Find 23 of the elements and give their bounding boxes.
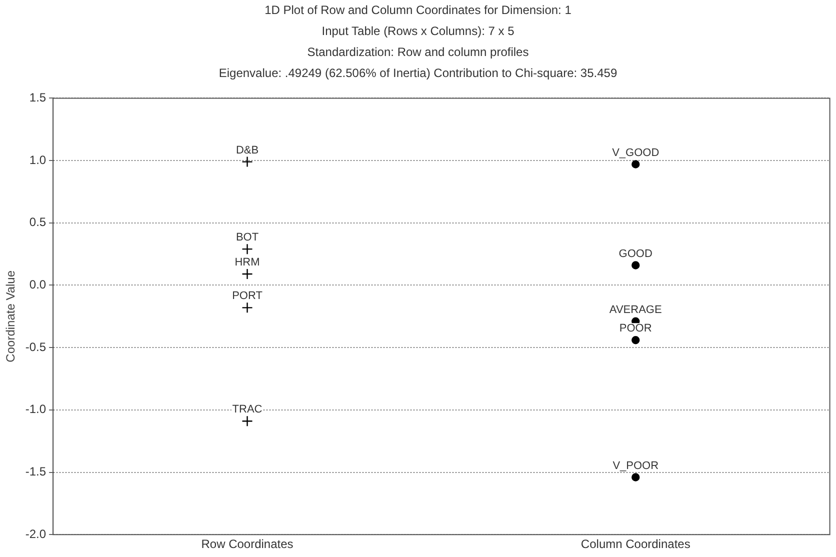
annotation: PORT [232, 290, 263, 302]
annotation: TRAC [232, 404, 262, 416]
y-tick-label: -2.0 [25, 526, 46, 541]
y-tick-label: 0.0 [29, 278, 46, 292]
annotation: V_GOOD [612, 146, 660, 159]
annotation: V_POOR [612, 460, 659, 472]
y-tick-label: -1.0 [25, 402, 46, 416]
annotation: BOT [236, 232, 259, 244]
y-tick-label: -0.5 [25, 340, 46, 354]
y-axis-title: Coordinate Value [4, 270, 18, 362]
annotation: AVERAGE [609, 304, 662, 316]
annotation: HRM [234, 256, 260, 269]
y-tick-label: 1.0 [29, 152, 46, 167]
y-tick-label: 0.5 [29, 215, 46, 230]
x-tick-label: Row Coordinates [201, 537, 294, 552]
chart-subtitle: Input Table (Rows x Columns): 7 x 5 Standardization: Row and column profiles Eigenvalue: .49249 (62.506% of Inertia) Contribution to Chi-square: 35.459 [218, 23, 618, 82]
chart-title: 1D Plot of Row and Column Coordinates for Dimension: 1 [264, 2, 572, 19]
x-tick-label: Column Coordinates [580, 537, 690, 552]
y-tick-label: -1.5 [25, 464, 46, 479]
annotation: GOOD [618, 248, 652, 260]
annotation: POOR [619, 322, 652, 335]
y-tick-label: 1.5 [29, 90, 46, 105]
annotation: D&B [236, 144, 259, 156]
